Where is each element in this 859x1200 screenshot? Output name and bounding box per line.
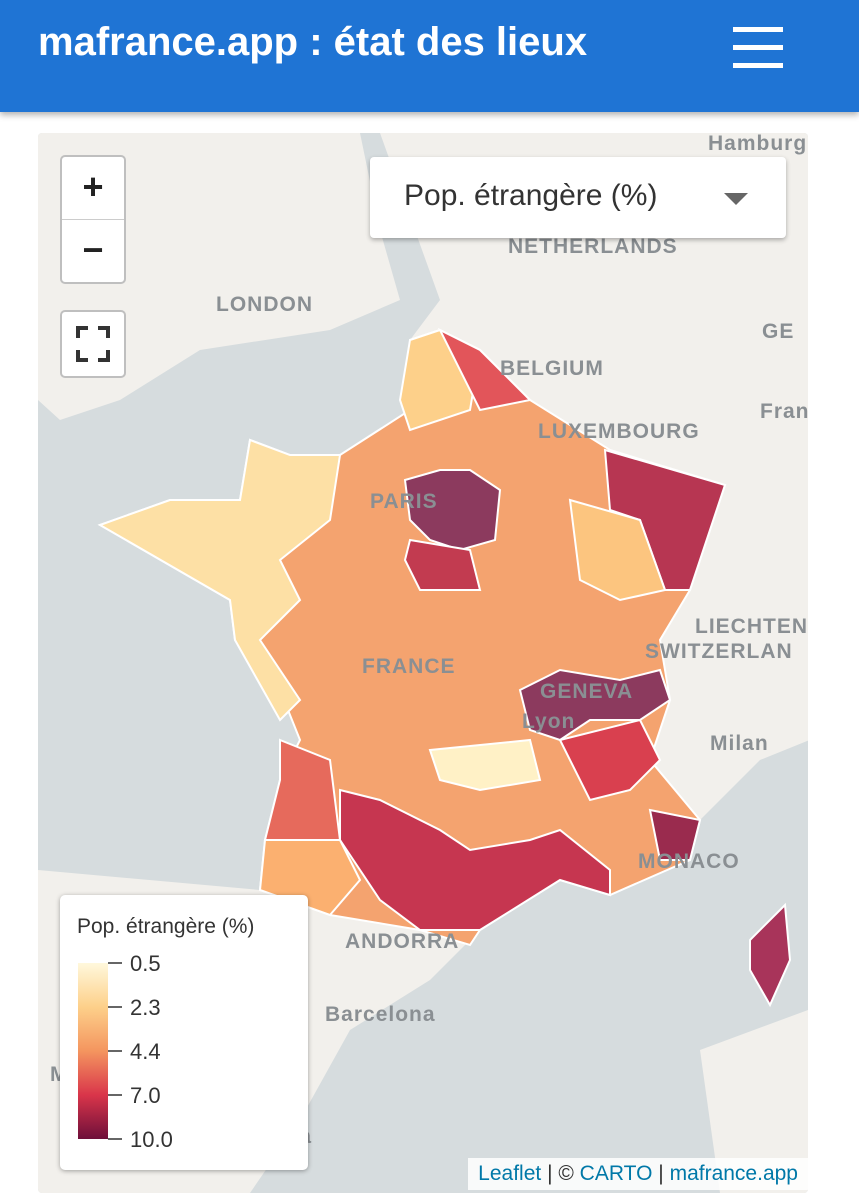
region <box>437 327 533 412</box>
attribution-text: | © <box>547 1162 574 1185</box>
zoom-control: + − <box>60 155 126 284</box>
place-label: FRANCE <box>362 655 456 678</box>
zoom-in-button[interactable]: + <box>62 157 124 220</box>
region <box>518 668 672 742</box>
place-label: Franl <box>760 400 808 423</box>
fullscreen-button[interactable] <box>60 310 126 378</box>
app-header: mafrance.app : état des lieux <box>0 0 859 112</box>
place-label: Hamburg <box>708 133 807 155</box>
fullscreen-icon <box>76 326 110 362</box>
place-label: Barcelona <box>325 1003 436 1026</box>
place-label: BELGIUM <box>500 357 604 380</box>
app-title: mafrance.app : état des lieux <box>38 20 588 64</box>
place-label: ANDORRA <box>345 930 459 953</box>
attribution-link[interactable]: CARTO <box>579 1162 653 1185</box>
region <box>403 538 482 591</box>
legend-tick-label: 4.4 <box>130 1039 161 1064</box>
attribution-text: | <box>658 1162 664 1185</box>
place-label: GENEVA <box>540 680 633 703</box>
corsica <box>749 902 792 1008</box>
legend-tick-label: 7.0 <box>130 1083 161 1108</box>
region <box>568 498 667 602</box>
place-label: PARIS <box>370 490 438 513</box>
place-label: Lyon <box>522 710 575 733</box>
attribution-link[interactable]: mafrance.app <box>669 1162 798 1185</box>
place-label: LONDON <box>216 293 313 316</box>
legend: Pop. étrangère (%) 0.5 2.3 4.4 7.0 10.0 <box>60 895 308 1170</box>
legend-tick-label: 0.5 <box>130 951 161 976</box>
place-label: SWITZERLAN <box>645 640 793 663</box>
place-label: GE <box>762 320 794 343</box>
place-label: Milan <box>710 732 769 755</box>
place-label: NETHERLANDS <box>508 235 678 258</box>
legend-tick-label: 2.3 <box>130 995 161 1020</box>
map[interactable]: Hamburg NETHERLANDS LONDON GE BELGIUM Franl LU… <box>38 133 808 1193</box>
variable-dropdown[interactable]: Pop. étrangère (%) <box>370 157 786 238</box>
place-label: LUXEMBOURG <box>538 420 700 443</box>
zoom-out-button[interactable]: − <box>82 229 104 270</box>
region <box>648 808 702 861</box>
colorbar-gradient <box>78 963 108 1139</box>
colorbar: 0.5 2.3 4.4 7.0 10.0 <box>78 951 173 1152</box>
menu-icon[interactable] <box>733 27 783 32</box>
place-label: LIECHTEN <box>695 615 808 638</box>
attribution: Leaflet | © CARTO | mafrance.app <box>468 1158 808 1190</box>
attribution-link[interactable]: Leaflet <box>478 1162 542 1185</box>
legend-tick-label: 10.0 <box>130 1127 173 1152</box>
menu-icon[interactable] <box>733 63 783 68</box>
region <box>403 469 502 552</box>
region <box>97 438 342 722</box>
region <box>339 788 611 931</box>
region <box>558 718 662 802</box>
dropdown-value: Pop. étrangère (%) <box>404 179 658 212</box>
region <box>428 738 542 792</box>
land <box>38 133 400 420</box>
menu-icon[interactable] <box>733 45 783 50</box>
place-label: MONACO <box>638 850 740 873</box>
land <box>700 1010 808 1193</box>
dropdown-caret <box>724 193 748 205</box>
legend-title: Pop. étrangère (%) <box>77 915 255 938</box>
